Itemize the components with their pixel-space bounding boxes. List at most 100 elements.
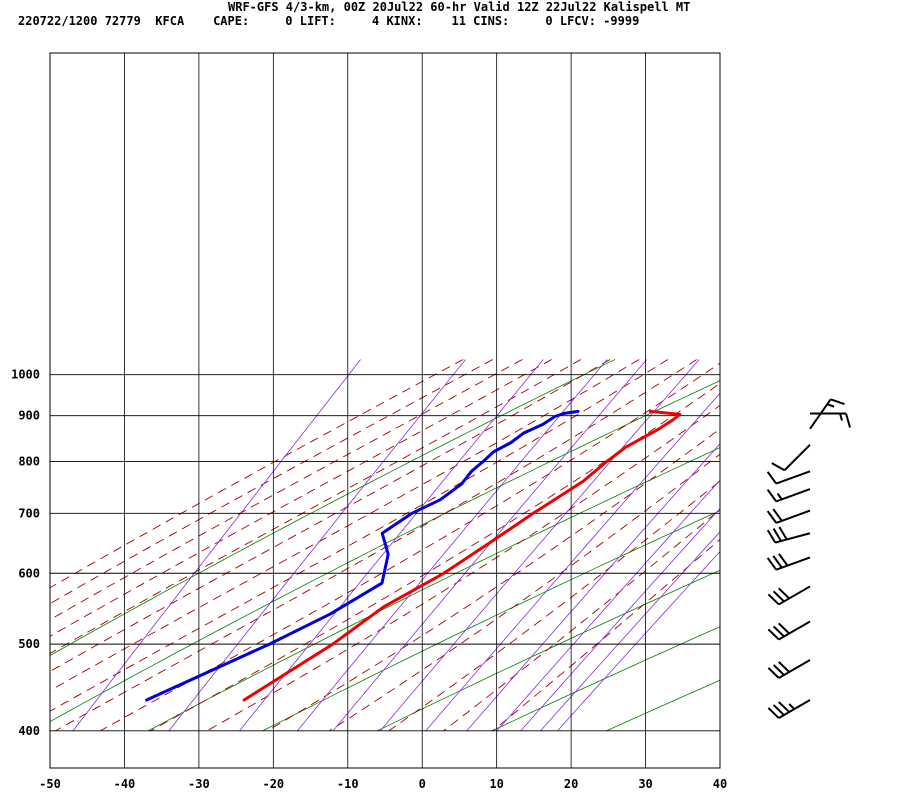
wind-barb-flag: [778, 553, 789, 567]
wind-barb-flag: [767, 628, 780, 641]
wind-barb-flag: [778, 701, 790, 713]
wind-barb-flag: [772, 508, 783, 522]
wind-barb-flag: [778, 526, 788, 541]
moist-adiabat-line: [150, 382, 720, 732]
mixing-ratio-line: [379, 359, 700, 732]
wind-barb-flag: [766, 471, 777, 485]
plot-grid: [49, 52, 721, 769]
mixing-ratio-line: [239, 359, 544, 732]
wind-barb-flag: [766, 489, 777, 503]
wind-barb-shaft: [775, 470, 811, 485]
dry-adiabat-line: [262, 510, 720, 732]
dewpoint-profile-line: [145, 409, 580, 702]
mixing-ratio-line: [496, 479, 720, 732]
wind-barb: [766, 508, 811, 524]
wind-barb-flag: [767, 667, 780, 679]
mixing-ratio-line: [520, 507, 720, 732]
y-tick-label: 500: [18, 637, 40, 651]
moist-adiabat-line: [50, 359, 611, 672]
y-tick-label: 800: [18, 454, 40, 468]
moist-adiabat-line: [50, 359, 582, 654]
mixing-ratio-line: [557, 550, 720, 732]
temperature-profile-line: [242, 409, 682, 702]
mixing-ratio-line: [168, 359, 466, 732]
y-tick-label: 1000: [11, 368, 40, 382]
mixing-ratio-line: [466, 443, 720, 732]
mixing-ratio-line: [332, 359, 648, 732]
y-tick-label: 400: [18, 724, 40, 738]
dry-adiabat-line: [721, 360, 900, 731]
y-axis-ticks: 400 500 600 700 800 900 1000: [11, 368, 40, 738]
dry-adiabat-line: [50, 359, 616, 656]
moist-adiabat-line: [55, 359, 698, 732]
wind-barb-flag: [772, 625, 785, 638]
wind-barb: [766, 488, 811, 503]
wind-barb: [767, 659, 811, 679]
wind-barb-half-flag: [826, 403, 835, 408]
station-indices-line: 220722/1200 72779 KFCA CAPE: 0 LIFT: 4 K…: [18, 14, 640, 28]
dry-adiabat-line: [491, 626, 720, 732]
wind-barb-flag: [767, 707, 780, 719]
wind-barb: [767, 699, 811, 719]
moist-adiabat-line: [443, 509, 720, 732]
moist-adiabat-line: [388, 480, 720, 732]
chart-title: WRF-GFS 4/3-km, 00Z 20Jul22 60-hr Valid …: [228, 0, 691, 14]
plot-border: [49, 52, 721, 769]
x-tick-label: 0: [419, 777, 426, 791]
mixing-ratio-line: [425, 392, 720, 732]
wind-barb-flag: [766, 529, 777, 544]
wind-barbs: [766, 398, 851, 719]
wind-barb-flag: [778, 661, 790, 673]
wind-barb-half-flag: [839, 413, 843, 421]
moist-adiabat-line: [267, 428, 720, 732]
wind-barb-half-flag: [788, 703, 796, 710]
x-tick-label: -40: [114, 777, 136, 791]
x-tick-label: -10: [337, 777, 359, 791]
x-tick-label: -30: [188, 777, 210, 791]
wind-barb-flag: [772, 555, 783, 569]
x-tick-label: 30: [638, 777, 652, 791]
wind-barb-flag: [778, 622, 790, 635]
y-tick-label: 600: [18, 566, 40, 580]
moist-adiabat-line: [50, 359, 640, 692]
wind-barb-shaft: [783, 444, 811, 471]
y-tick-label: 700: [18, 506, 40, 520]
wind-barb: [810, 412, 851, 428]
wind-barb-flag: [772, 664, 785, 676]
wind-barb-flag: [772, 528, 782, 542]
wind-barb: [766, 553, 811, 571]
sounding-profiles: [145, 409, 682, 702]
y-tick-label: 900: [18, 409, 40, 423]
mixing-ratio-line: [540, 531, 720, 732]
wind-barb-flag: [766, 510, 777, 524]
dry-adiabat-line: [377, 569, 720, 732]
x-tick-label: 40: [713, 777, 727, 791]
dry-adiabat-line: [50, 380, 720, 723]
wind-barb-flag: [772, 704, 785, 716]
wind-barb-flag: [766, 557, 777, 571]
dry-adiabat-line: [836, 360, 900, 731]
wind-barb: [771, 444, 811, 472]
wind-barb-flag: [772, 590, 785, 603]
wind-barb-flag: [845, 413, 851, 428]
wind-barb: [766, 526, 811, 544]
moist-adiabat-line: [329, 453, 720, 732]
moist-adiabat-line: [50, 359, 669, 712]
dry-adiabat-line: [147, 447, 720, 732]
x-tick-label: -50: [39, 777, 61, 791]
x-tick-label: 10: [489, 777, 503, 791]
mixing-ratio-line: [296, 359, 608, 732]
wind-barb-half-flag: [776, 492, 783, 500]
thermo-background-lines: [50, 359, 900, 732]
wind-barb: [767, 585, 811, 606]
wind-barb-flag: [767, 593, 780, 606]
wind-barb-flag: [771, 462, 786, 472]
wind-barb-flag: [778, 587, 790, 600]
x-tick-label: -20: [262, 777, 284, 791]
x-tick-label: 20: [564, 777, 578, 791]
moist-adiabat-line: [206, 404, 720, 732]
wind-barb: [766, 470, 811, 485]
wind-barb: [767, 620, 811, 641]
mixing-ratio-line: [72, 359, 361, 732]
